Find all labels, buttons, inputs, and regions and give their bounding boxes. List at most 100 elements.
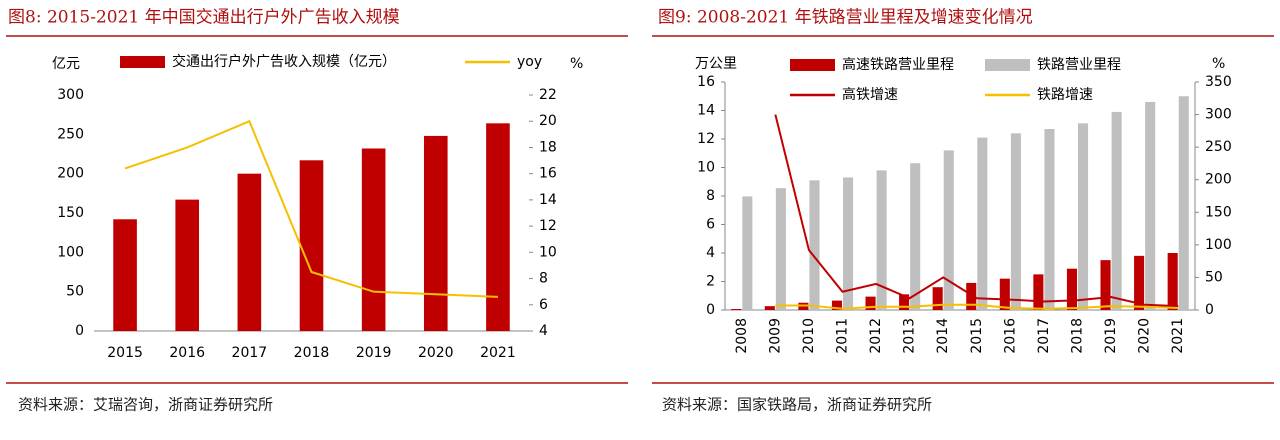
legend-swatch <box>790 59 835 71</box>
y2-tick-label: 100 <box>1205 237 1232 253</box>
y-tick-label: 14 <box>697 103 715 119</box>
bar <box>966 282 977 310</box>
y-tick-label: 2 <box>706 274 715 290</box>
bar <box>1134 255 1145 310</box>
x-tick-label: 2020 <box>1137 318 1153 354</box>
x-tick-label: 2021 <box>1170 318 1186 354</box>
legend-swatch <box>120 56 165 68</box>
x-tick-label: 2015 <box>107 345 143 361</box>
bar <box>1178 96 1189 310</box>
y-tick-label: 150 <box>57 205 84 221</box>
y2-tick-label: 16 <box>539 166 557 182</box>
y-tick-label: 250 <box>57 126 84 142</box>
bar <box>977 137 988 310</box>
bar <box>999 278 1010 310</box>
y2-tick-label: 12 <box>539 218 557 234</box>
y2-tick-label: 300 <box>1205 107 1232 123</box>
bar <box>423 135 448 331</box>
bar <box>899 294 910 310</box>
bar <box>1033 274 1044 310</box>
y-tick-label: 12 <box>697 131 715 147</box>
y-tick-label: 10 <box>697 160 715 176</box>
bar <box>932 287 943 310</box>
bar <box>1010 133 1021 310</box>
y-tick-label: 200 <box>57 166 84 182</box>
x-tick-label: 2008 <box>734 318 750 354</box>
bar <box>831 300 842 310</box>
y2-tick-label: 50 <box>1205 269 1223 285</box>
legend-label: 高铁增速 <box>842 86 898 103</box>
y2-tick-label: 10 <box>539 244 557 260</box>
bar <box>361 148 386 331</box>
y2-tick-label: 200 <box>1205 172 1232 188</box>
bar <box>1078 123 1089 310</box>
x-tick-label: 2010 <box>801 318 817 354</box>
chart-title: 图9: 2008-2021 年铁路营业里程及增速变化情况 <box>658 8 1033 28</box>
x-tick-label: 2019 <box>1103 318 1119 354</box>
y2-tick-label: 6 <box>539 297 548 313</box>
bar <box>1100 260 1111 310</box>
x-tick-label: 2011 <box>835 318 851 354</box>
y-tick-label: 6 <box>706 217 715 233</box>
bar <box>843 177 854 310</box>
bar <box>486 123 510 331</box>
legend-label: 铁路营业里程 <box>1037 57 1121 73</box>
bar <box>764 306 775 310</box>
x-tick-label: 2018 <box>1070 318 1086 354</box>
bar <box>876 170 887 310</box>
source: 资料来源：艾瑞咨询，浙商证券研究所 <box>18 396 273 414</box>
bar <box>175 199 200 331</box>
y-axis-label: 万公里 <box>695 56 737 72</box>
x-tick-label: 2014 <box>935 318 951 354</box>
x-tick-label: 2019 <box>356 345 392 361</box>
legend-label: yoy <box>517 54 542 70</box>
bar <box>299 160 324 331</box>
y2-tick-label: 14 <box>539 192 557 208</box>
bar <box>731 309 742 310</box>
y2-axis-label: % <box>1212 56 1225 72</box>
x-tick-label: 2018 <box>294 345 330 361</box>
legend-label: 铁路增速 <box>1037 87 1093 103</box>
bar <box>742 196 753 310</box>
x-tick-label: 2017 <box>1036 318 1052 354</box>
line <box>775 303 1179 310</box>
x-tick-label: 2016 <box>169 345 205 361</box>
y2-tick-label: 250 <box>1205 139 1232 155</box>
y-axis-label: 亿元 <box>52 56 80 72</box>
bar <box>1167 253 1178 310</box>
x-tick-label: 2015 <box>969 318 985 354</box>
y-tick-label: 0 <box>75 323 84 339</box>
bar <box>910 163 921 310</box>
y-tick-label: 0 <box>706 302 715 318</box>
y-tick-label: 4 <box>706 245 715 261</box>
y2-tick-label: 4 <box>539 323 548 339</box>
y2-tick-label: 8 <box>539 271 548 287</box>
y2-tick-label: 350 <box>1205 74 1232 90</box>
bar <box>809 180 820 310</box>
x-tick-label: 2021 <box>480 345 516 361</box>
line <box>774 114 1179 308</box>
x-tick-label: 2017 <box>232 345 268 361</box>
y2-axis-label: % <box>570 56 583 72</box>
y2-tick-label: 22 <box>539 87 557 103</box>
y-tick-label: 8 <box>706 188 715 204</box>
y-tick-label: 50 <box>66 284 84 300</box>
bar <box>1066 268 1077 310</box>
x-tick-label: 2012 <box>868 318 884 354</box>
y-tick-label: 100 <box>57 244 84 260</box>
y2-tick-label: 20 <box>539 113 557 129</box>
x-tick-label: 2016 <box>1002 318 1018 354</box>
source: 资料来源：国家铁路局，浙商证券研究所 <box>662 396 932 414</box>
legend-label: 高速铁路营业里程 <box>842 56 954 73</box>
bar <box>865 296 876 310</box>
bar <box>237 173 262 331</box>
y2-tick-label: 18 <box>539 139 557 155</box>
x-tick-label: 2020 <box>418 345 454 361</box>
bar <box>1044 129 1055 310</box>
y2-tick-label: 150 <box>1205 204 1232 220</box>
bar <box>1111 111 1122 310</box>
bar <box>943 150 954 310</box>
line <box>124 119 498 298</box>
legend-swatch <box>985 59 1030 71</box>
